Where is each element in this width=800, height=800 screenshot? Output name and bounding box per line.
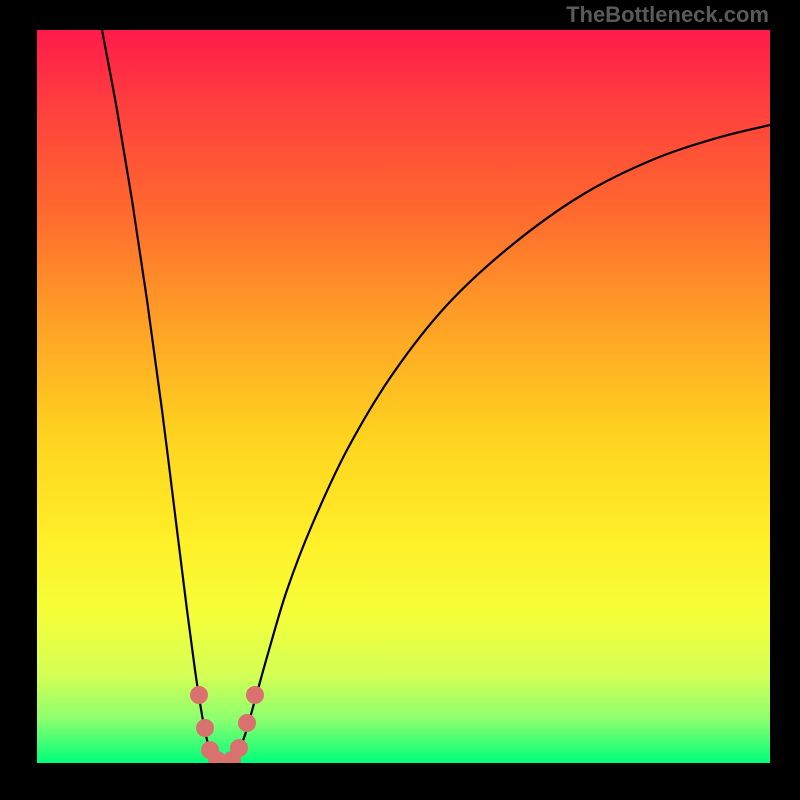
bottleneck-curve-left [102,30,217,762]
bottleneck-curve-right [232,125,770,762]
watermark-text: TheBottleneck.com [566,2,769,28]
marker-point [230,739,248,757]
marker-point [246,686,264,704]
marker-point [196,719,214,737]
plot-area [37,30,770,763]
chart-frame: TheBottleneck.com [0,0,800,800]
marker-point [190,686,208,704]
marker-group [190,686,264,763]
curve-layer [37,30,770,763]
marker-point [238,714,256,732]
